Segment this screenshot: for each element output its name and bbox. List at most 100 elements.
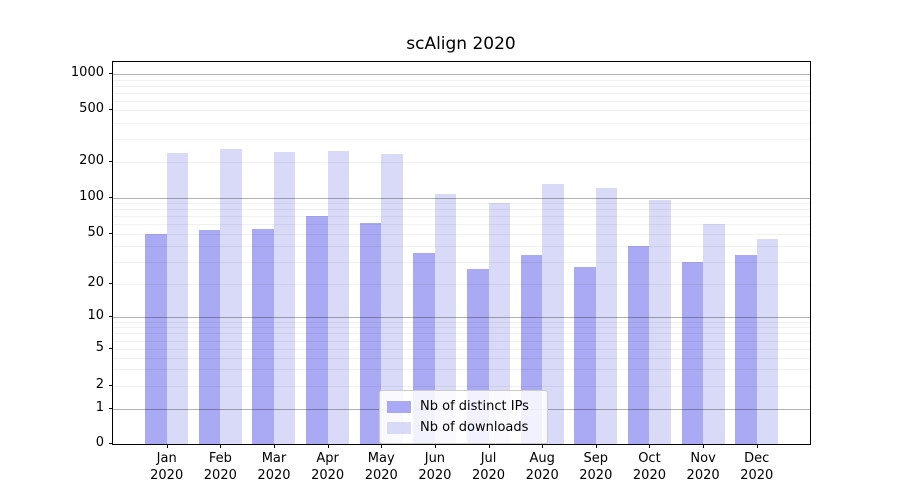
x-tick-label-year: 2020 [579,468,613,483]
bar-downloads-9 [649,199,671,444]
bar-downloads-6 [488,203,511,444]
bar-ips-11 [735,254,757,444]
bar-ips-10 [681,261,704,444]
bar-downloads-5 [434,194,457,444]
legend-label-distinct-ips: Nb of distinct IPs [420,399,529,414]
x-tick-label-year: 2020 [364,468,398,483]
x-tick-label: Jan 2020 [135,450,199,484]
y-tick-mark [109,109,112,111]
y-tick-mark [109,384,112,386]
x-tick-label: Apr 2020 [296,450,360,484]
y-tick-label: 0 [95,435,104,450]
x-tick-label: Aug 2020 [510,450,574,484]
bar-downloads-0 [166,152,189,444]
x-tick-label-year: 2020 [471,468,506,483]
x-tick-label: Feb 2020 [188,450,252,484]
legend-item-downloads: Nb of downloads [387,417,540,438]
x-tick-label-year: 2020 [257,468,291,483]
x-tick-mark [756,444,758,448]
x-tick-label-month: Jul [480,451,497,466]
gridline-minor [113,110,810,112]
gridline-minor [113,79,810,81]
bar-ips-1 [198,229,221,444]
x-tick-label-year: 2020 [686,468,720,483]
y-tick-label: 2 [95,376,104,392]
x-tick-label-month: Sep [583,451,609,466]
y-tick-mark [109,348,112,349]
y-tick-mark [109,408,112,410]
bar-downloads-8 [595,187,618,444]
x-tick-label-year: 2020 [203,468,237,483]
y-tick-mark [109,443,112,444]
gridline-major [113,74,810,76]
bar-ips-4 [359,222,382,444]
x-tick-label-month: Jun [424,451,446,466]
x-tick-mark [649,444,651,448]
x-tick-mark [434,444,436,448]
x-tick-label: Mar 2020 [242,450,306,484]
x-tick-mark [542,444,544,448]
chart-title: scAlign 2020 [406,34,516,54]
x-tick-label: Jun 2020 [403,450,467,484]
x-tick-label: May 2020 [349,450,413,484]
gridline-major [113,197,810,199]
legend-item-distinct-ips: Nb of distinct IPs [387,396,540,417]
gridline-minor [113,209,810,211]
bar-ips-9 [627,245,650,444]
plot-area [112,61,811,445]
x-tick-mark [381,444,383,448]
x-tick-label-month: Dec [744,451,770,466]
bar-ips-2 [252,228,274,444]
x-tick-label-month: Oct [638,451,661,466]
y-tick-label: 100 [79,188,104,204]
x-tick-mark [220,444,222,448]
x-tick-label-month: Jan [156,451,177,466]
x-tick-label-year: 2020 [311,468,345,483]
x-tick-label: Sep 2020 [564,450,628,484]
bar-downloads-11 [756,239,779,444]
x-tick-label-year: 2020 [740,468,774,483]
y-tick-label: 5 [95,340,104,355]
bar-downloads-4 [381,154,403,444]
gridline-minor [113,216,810,218]
x-tick-label-year: 2020 [525,468,559,483]
bar-downloads-10 [703,224,725,444]
gridline-minor [113,139,810,141]
gridline-minor [113,100,810,102]
y-tick-label: 50 [87,224,104,240]
bar-downloads-2 [273,152,296,444]
gridline-minor [113,85,810,87]
bar-ips-0 [145,233,167,444]
y-tick-mark [109,73,112,75]
legend-swatch-distinct-ips [387,400,411,413]
x-tick-label-year: 2020 [418,468,452,483]
x-tick-label: Jul 2020 [457,450,521,484]
gridline-minor [113,92,810,94]
x-tick-mark [166,444,168,448]
x-tick-label-year: 2020 [150,468,184,483]
x-tick-label: Dec 2020 [725,450,789,484]
x-tick-mark [703,444,705,448]
y-tick-mark [109,232,112,234]
y-tick-label: 500 [79,101,104,117]
y-tick-label: 1 [95,400,104,416]
x-tick-label-month: Aug [529,451,555,466]
bar-ips-3 [306,216,328,444]
y-tick-mark [109,196,112,198]
x-tick-mark [273,444,275,448]
y-tick-label: 20 [87,274,104,290]
x-tick-mark [488,444,490,448]
y-tick-label: 10 [87,308,104,323]
y-tick-label: 200 [79,153,104,168]
x-tick-label-year: 2020 [632,468,666,483]
legend: Nb of distinct IPs Nb of downloads [379,390,548,444]
x-tick-label-month: Feb [208,451,232,466]
gridline-minor [113,203,810,205]
y-tick-label: 1000 [70,65,104,81]
bar-downloads-1 [220,149,242,444]
x-tick-label: Oct 2020 [617,450,681,484]
gridline-minor [113,122,810,124]
gridline-minor [113,162,810,163]
x-tick-mark [595,444,597,448]
